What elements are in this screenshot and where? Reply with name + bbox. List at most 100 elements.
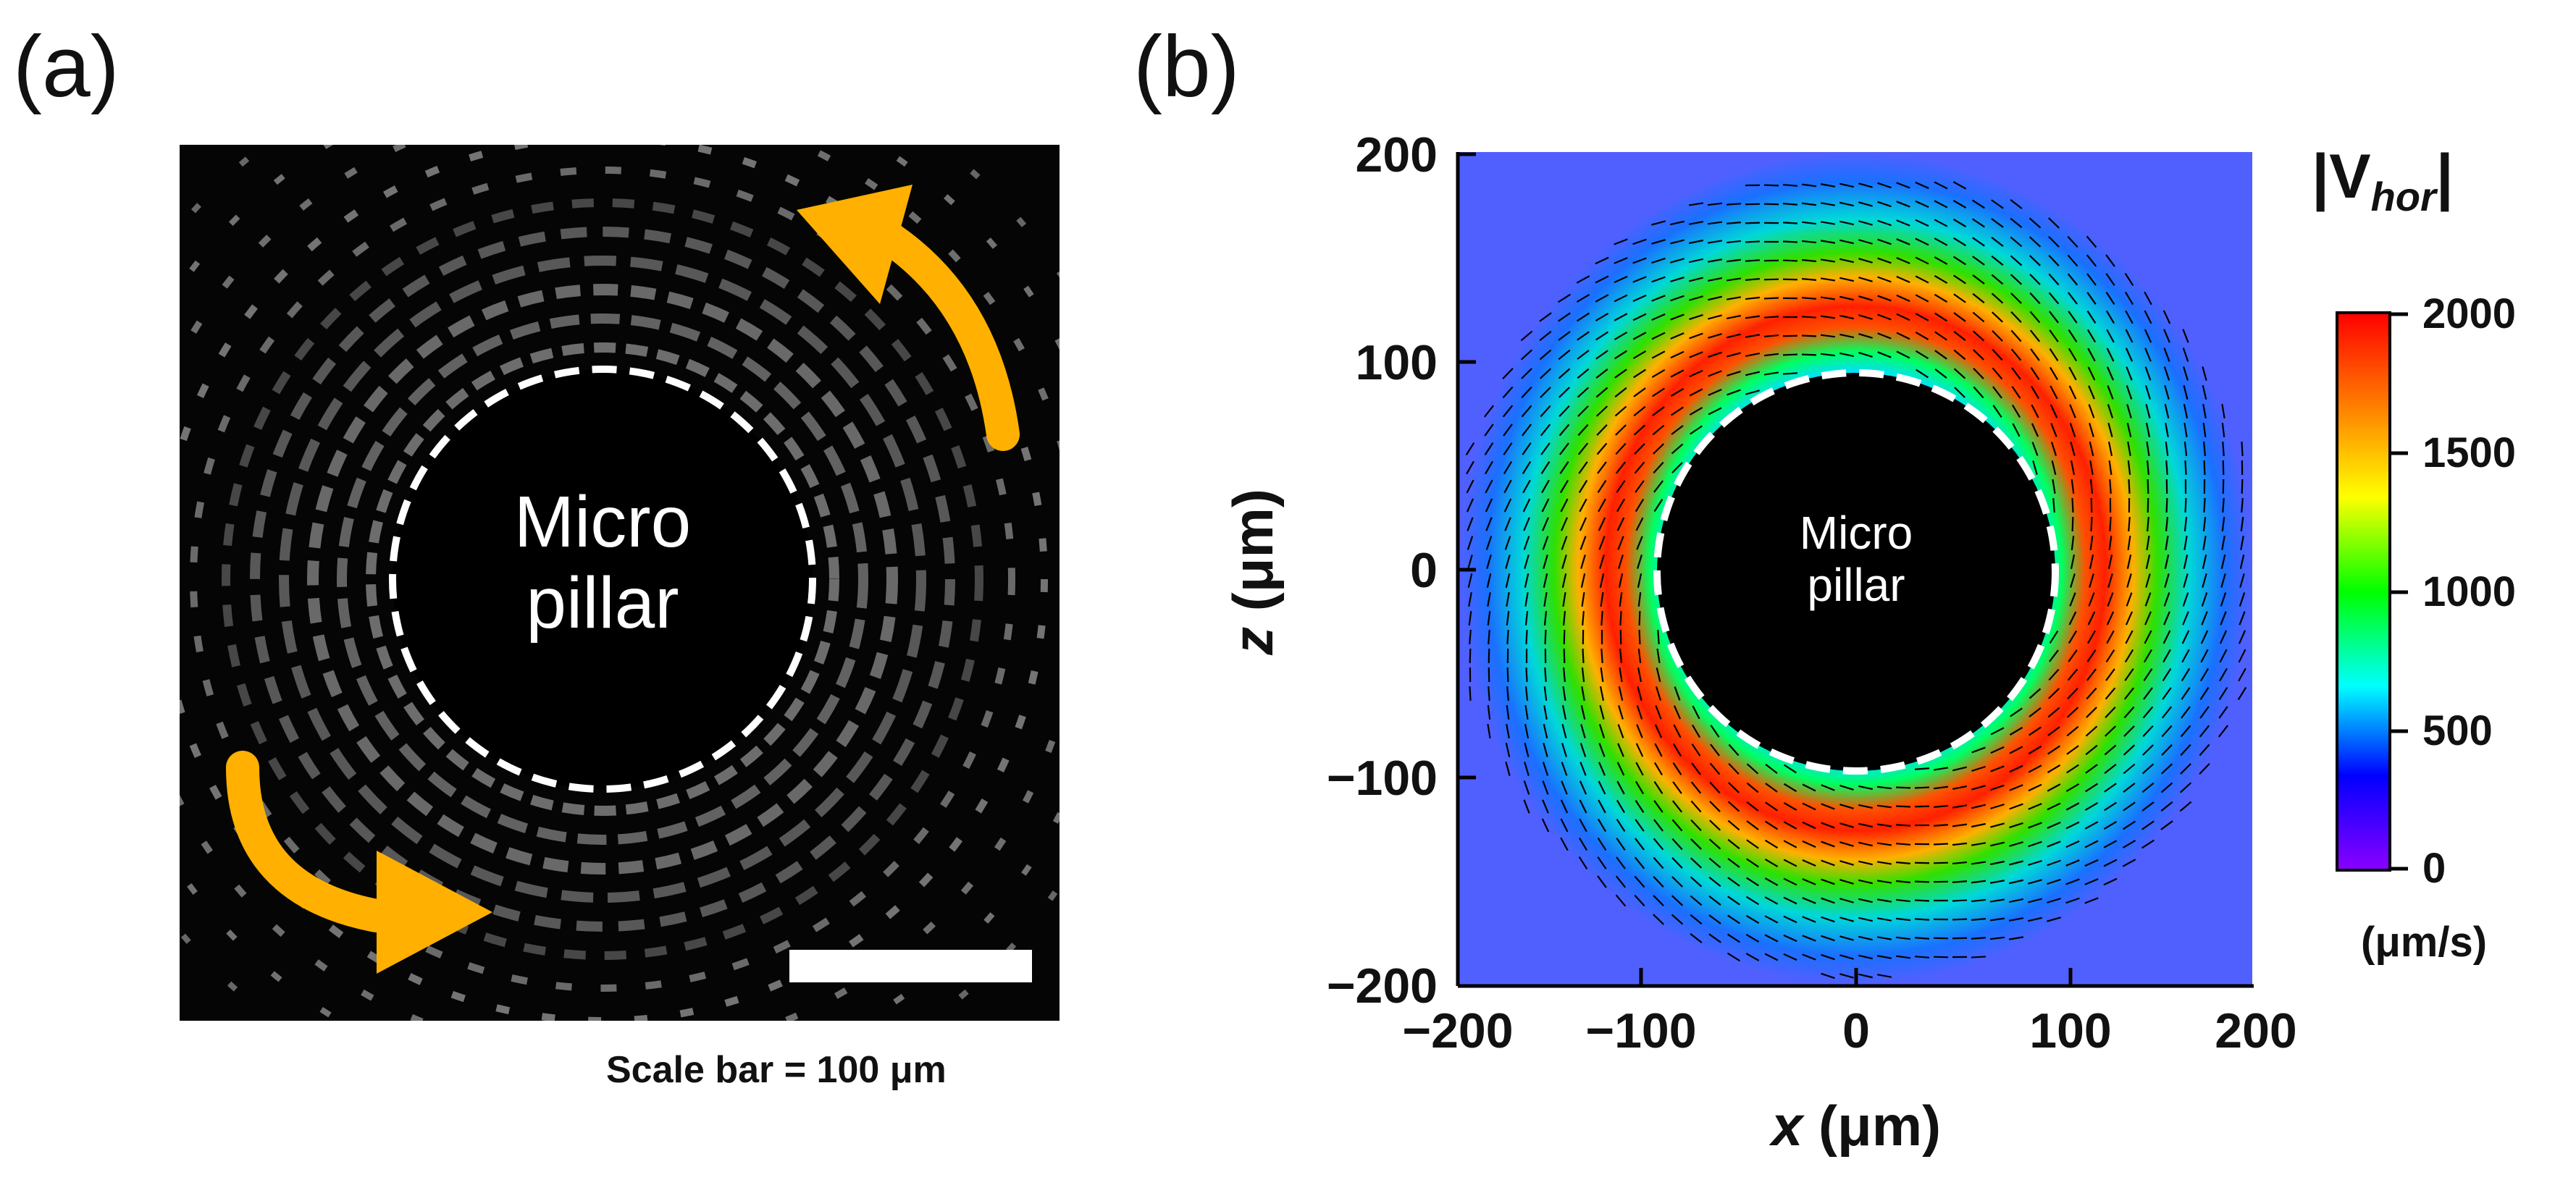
vector-arrow [1991,218,2004,228]
vector-arrow [2030,367,2040,380]
vector-arrow [1895,898,1911,903]
vector-arrow [1597,875,1607,888]
vector-arrow [1598,517,1606,531]
vector-arrow [2107,441,2113,457]
vector-arrow [2009,784,2023,791]
vector-arrow [1709,801,1721,812]
vector-arrow [1672,781,1682,794]
vector-arrow [1765,764,1778,774]
vector-arrow [2048,688,2060,699]
vector-arrow [1971,746,1986,754]
vector-arrow [1598,498,1606,513]
vector-arrow [1839,295,1855,301]
vector-arrow [2089,442,2094,456]
vector-arrow [2143,687,2153,700]
vector-arrow [1971,804,1986,809]
vector-arrow [2107,404,2114,418]
vector-arrow [1934,293,1948,303]
vector-arrow [1637,591,1642,607]
vector-arrow [1636,536,1643,550]
vector-arrow [1653,856,1664,869]
vector-arrow [2029,274,2041,285]
vector-arrow [1933,956,1949,958]
vector-arrow [1971,880,1986,884]
vector-arrow [2084,821,2099,830]
vector-arrow [1953,349,1966,361]
vector-arrow [1708,933,1721,943]
vector-arrow [2047,878,2061,885]
vector-arrow [1708,896,1721,906]
vector-arrow [1745,222,1761,224]
vector-arrow [1600,610,1603,626]
vector-arrow [1520,330,1533,342]
vector-arrow [2163,611,2170,625]
vector-arrow [1467,555,1473,569]
vector-arrow [1503,498,1512,513]
vector-arrow [2052,497,2055,513]
vector-arrow [1782,203,1798,206]
vector-arrow [1488,686,1490,701]
vector-arrow [1580,724,1586,738]
vector-arrow [1689,406,1703,416]
vector-arrow [1670,220,1685,226]
vector-arrow [1616,856,1626,869]
vector-arrow [1933,843,1949,846]
vector-arrow [2012,423,2021,437]
vector-arrow [1670,369,1685,378]
vector-arrow [1821,878,1835,885]
vector-arrow [1599,705,1605,720]
vector-arrow [1670,258,1685,264]
vector-arrow [1617,724,1624,738]
vector-arrow [1858,954,1873,960]
vector-arrow [1543,686,1548,701]
vector-arrow [1953,274,1966,285]
vector-arrow [1523,517,1530,531]
vector-arrow [1972,218,1985,228]
vector-arrow [1560,498,1569,513]
vector-arrow [2141,839,2155,849]
colorbar-tick-label: 500 [2422,707,2493,754]
vector-arrow [1991,199,2004,209]
z-tick-label: −200 [1326,958,1438,1014]
vector-arrow [1915,294,1929,303]
vector-arrow [1561,704,1567,720]
vector-arrow [1540,405,1551,418]
vector-arrow [1915,256,1929,265]
vector-arrow [2182,347,2189,362]
vector-arrow [1690,932,1703,944]
vector-arrow [1524,762,1530,776]
vector-arrow [1506,723,1510,739]
vector-arrow [2047,783,2061,792]
vector-arrow [1600,667,1604,683]
vector-arrow [2089,460,2094,476]
vector-arrow [1598,536,1606,550]
vector-arrow [1467,517,1474,531]
vector-arrow [2144,630,2152,644]
vector-arrow [2010,348,2022,361]
vector-arrow [2087,366,2096,381]
vector-arrow [1595,387,1608,398]
vector-arrow [1821,953,1835,961]
vector-arrow [2028,898,2042,903]
vector-arrow [1934,368,1947,379]
vector-arrow [1782,222,1798,224]
flow-arrow-top-right [874,222,1020,451]
vector-arrow [2089,554,2094,570]
vector-arrow [2107,592,2114,607]
vector-arrow [1933,804,1949,809]
vector-arrow [2183,366,2189,381]
vector-arrow [2145,404,2151,418]
vector-arrow [1802,878,1816,885]
vector-arrow [2029,726,2042,736]
vector-arrow [2106,611,2115,625]
vector-arrow [1783,896,1797,905]
vector-arrow [1990,804,2005,809]
vector-arrow [2048,273,2060,286]
vector-arrow [1595,405,1608,417]
vector-arrow [2065,802,2080,811]
vector-arrow [1671,876,1683,888]
colorbar-title: |Vhor| [2312,142,2454,220]
vector-arrow [1670,277,1685,282]
vector-arrow [2107,423,2113,437]
vector-arrow [2049,348,2059,361]
